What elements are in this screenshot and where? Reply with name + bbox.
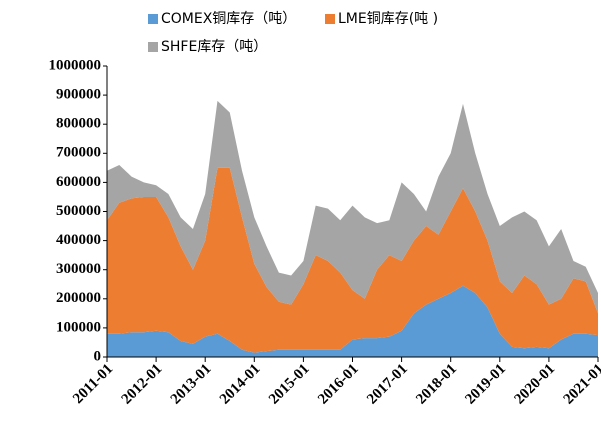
y-tick-label: 600000 — [56, 174, 101, 190]
y-tick-label: 200000 — [56, 290, 101, 306]
y-tick-label: 100000 — [56, 319, 101, 335]
x-tick-label: 2015-01 — [266, 361, 313, 408]
area — [107, 167, 598, 353]
x-tick-label: 2021-01 — [561, 361, 601, 408]
y-tick-label: 0 — [94, 348, 102, 364]
y-tick-label: 700000 — [56, 145, 101, 161]
y-tick-label: 1000000 — [49, 57, 102, 73]
y-tick-label: 500000 — [56, 203, 101, 219]
y-tick-label: 900000 — [56, 87, 101, 103]
area — [107, 285, 598, 357]
legend-swatch — [148, 42, 158, 52]
legend-label: LME铜库存(吨 ) — [338, 11, 438, 27]
x-tick-label: 2011-01 — [70, 361, 116, 407]
y-tick-label: 400000 — [56, 232, 101, 248]
x-tick-label: 2012-01 — [119, 361, 166, 408]
x-tick-label: 2016-01 — [315, 361, 362, 408]
legend-swatch — [325, 14, 335, 24]
legend-label: COMEX铜库存（吨） — [161, 11, 296, 27]
x-tick-label: 2018-01 — [413, 361, 460, 408]
y-tick-label: 800000 — [56, 116, 101, 132]
x-tick-label: 2013-01 — [168, 361, 215, 408]
y-tick-label: 300000 — [56, 261, 101, 277]
x-tick-label: 2017-01 — [364, 361, 411, 408]
legend-swatch — [148, 14, 158, 24]
x-tick-label: 2014-01 — [217, 361, 264, 408]
x-tick-label: 2020-01 — [511, 361, 558, 408]
legend-label: SHFE库存（吨） — [161, 39, 267, 55]
area — [107, 100, 598, 314]
x-tick-label: 2019-01 — [462, 361, 509, 408]
